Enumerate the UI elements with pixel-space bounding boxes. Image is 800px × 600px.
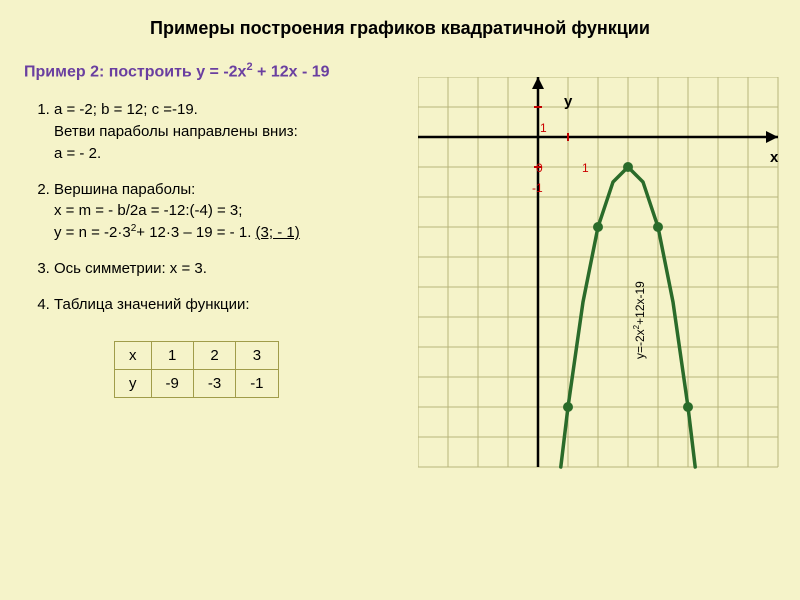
tick-minus-one: -1: [532, 181, 543, 195]
cell-x-2: 2: [193, 342, 235, 370]
cell-x-header: х: [115, 342, 152, 370]
step-4: Таблица значений функции:: [54, 294, 414, 316]
tick-one-y: 1: [540, 121, 547, 135]
axis-label-x: х: [770, 149, 778, 166]
step-1-line-1: а = -2; b = 12; c =-19.: [54, 101, 198, 118]
axis-label-y: у: [564, 93, 572, 110]
graph-svg: [418, 77, 788, 477]
cell-x-3: 3: [236, 342, 278, 370]
func-label-b: +12х-19: [633, 281, 647, 325]
step-2-line-2: x = m = - b/2a = -12:(-4) = 3;: [54, 202, 242, 219]
step-1-line-3: а = - 2.: [54, 145, 101, 162]
steps-column: а = -2; b = 12; c =-19. Ветви параболы н…: [24, 99, 414, 398]
step-1-line-2: Ветви параболы направлены вниз:: [54, 123, 298, 140]
tick-zero: 0: [536, 161, 543, 175]
table-row: у -9 -3 -1: [115, 370, 279, 398]
step-2: Вершина параболы: x = m = - b/2a = -12:(…: [54, 179, 414, 244]
step-1: а = -2; b = 12; c =-19. Ветви параболы н…: [54, 99, 414, 164]
page-title: Примеры построения графиков квадратичной…: [24, 18, 776, 39]
cell-x-1: 1: [151, 342, 193, 370]
step-2-answer: (3; - 1): [256, 224, 300, 241]
tick-one-x: 1: [582, 161, 589, 175]
table-row: х 1 2 3: [115, 342, 279, 370]
cell-y-2: -3: [193, 370, 235, 398]
step-2-line-3b: + 12·3 – 19 = - 1.: [136, 224, 255, 241]
step-2-line-3a: y = n = -2·3: [54, 224, 131, 241]
values-table: х 1 2 3 у -9 -3 -1: [114, 341, 279, 398]
cell-y-header: у: [115, 370, 152, 398]
step-3: Ось симметрии: х = 3.: [54, 258, 414, 280]
cell-y-1: -9: [151, 370, 193, 398]
function-label: у=-2х2+12х-19: [632, 281, 647, 359]
graph-area: у х 0 1 1 -1 у=-2х2+12х-19: [430, 99, 776, 398]
func-label-exp: 2: [632, 325, 641, 329]
steps-list: а = -2; b = 12; c =-19. Ветви параболы н…: [24, 99, 414, 315]
subtitle-suffix: + 12х - 19: [253, 63, 330, 80]
step-2-line-1: Вершина параболы:: [54, 181, 195, 198]
subtitle-prefix: Пример 2: построить у = -2х: [24, 63, 246, 80]
func-label-a: у=-2х: [633, 330, 647, 360]
cell-y-3: -1: [236, 370, 278, 398]
